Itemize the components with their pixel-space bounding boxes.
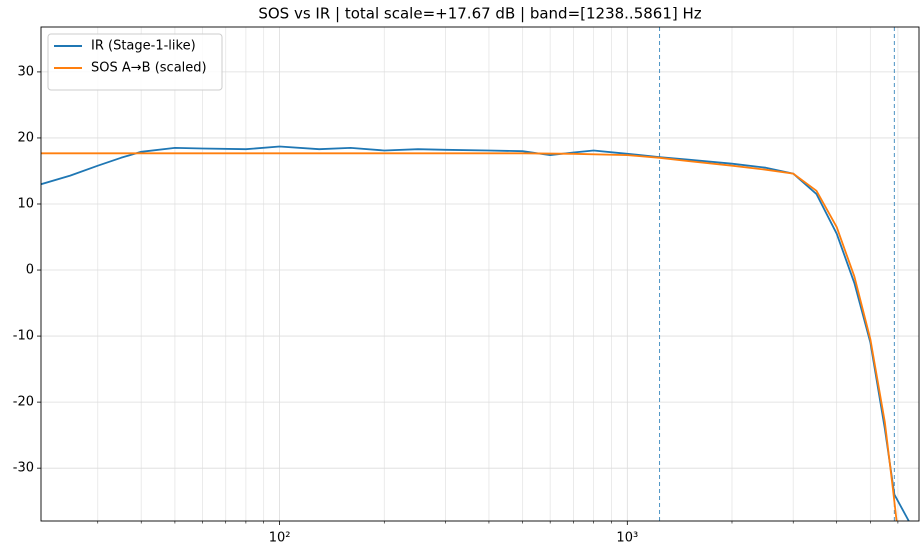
y-tick-label: 0 (26, 263, 34, 278)
y-tick-label: -10 (13, 329, 34, 344)
y-tick-label: 10 (17, 196, 34, 211)
series-line (41, 145, 910, 521)
legend-label: SOS A→B (scaled) (91, 61, 207, 76)
plot-frame (40, 26, 920, 522)
y-tick-label: 30 (17, 64, 34, 79)
chart-title: SOS vs IR | total scale=+17.67 dB | band… (258, 5, 701, 23)
series-line (41, 152, 898, 521)
x-tick-label: 10² (269, 531, 291, 546)
x-tick-label: 10³ (616, 531, 638, 546)
y-tick-label: 20 (17, 130, 34, 145)
y-tick-label: -30 (13, 461, 34, 476)
y-tick-label: -20 (13, 395, 34, 410)
legend-box (47, 33, 223, 91)
legend-label: IR (Stage-1-like) (91, 39, 196, 54)
